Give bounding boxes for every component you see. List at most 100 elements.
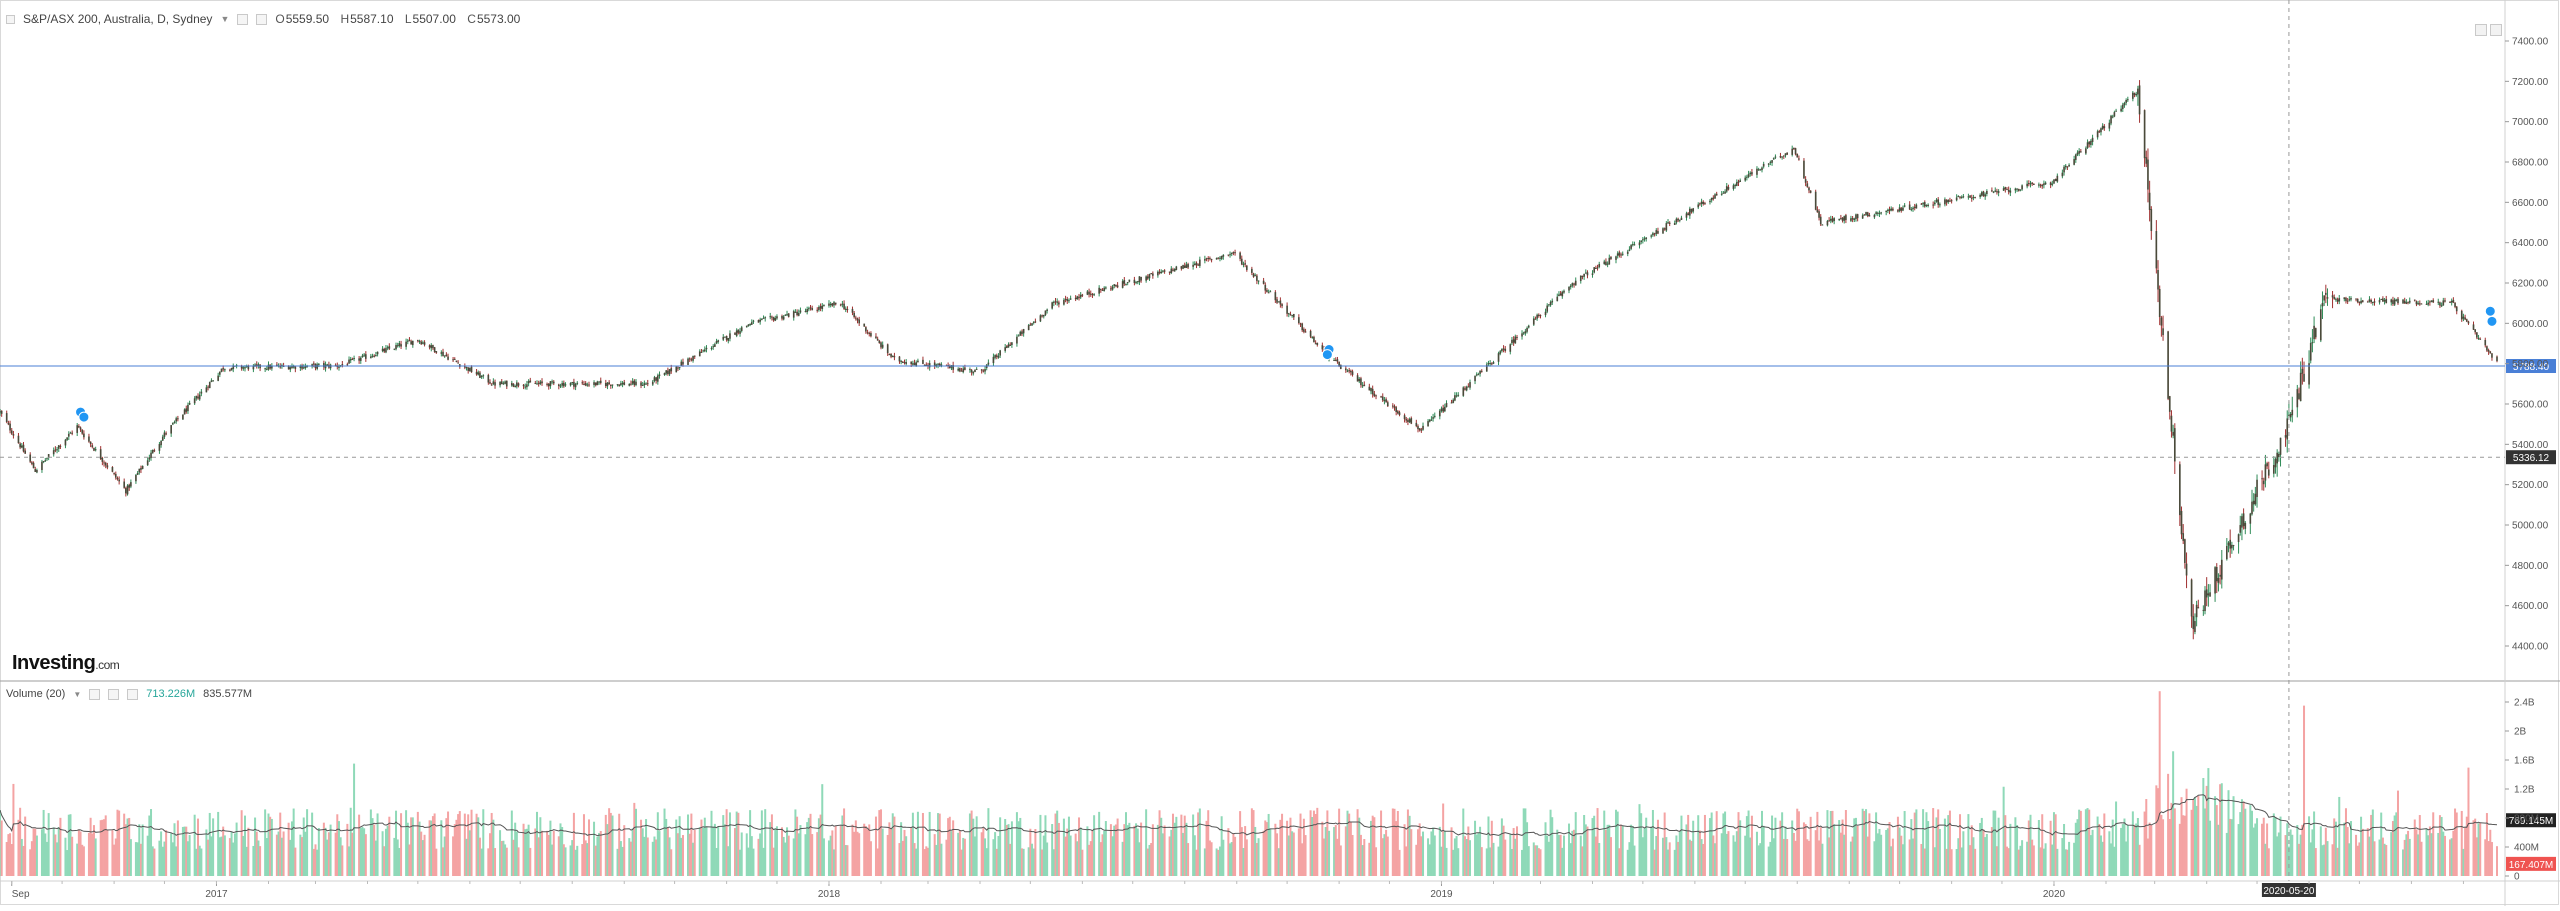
candle-body [2343,297,2346,300]
candle-body [2395,299,2398,301]
volume-bar [1979,822,1982,876]
symbol-title[interactable]: S&P/ASX 200, Australia, D, Sydney [23,12,213,26]
eye-icon[interactable] [237,13,249,25]
volume-bar [739,849,742,876]
candle-body [69,432,72,434]
candle-body [1113,284,1116,287]
volume-bar [2021,840,2024,876]
candle-body [1051,302,1053,309]
volume-bar [1673,849,1676,876]
volume-bar [1361,845,1364,876]
candle-body [104,462,107,466]
candle-body [1351,371,1354,375]
candle-body [2179,464,2181,516]
candle-body [630,383,632,385]
volume-bar [220,836,223,876]
volume-bar [212,818,215,876]
volume-bar [1029,828,1032,876]
candle-body [59,445,62,447]
candle-body [1551,300,1554,303]
candle-body [2054,178,2057,182]
candle-body [1133,279,1136,283]
candle-body [2027,183,2030,185]
candle-body [715,341,718,344]
eye-icon[interactable] [89,688,101,700]
candle-body [1915,204,1918,209]
close-icon[interactable] [127,688,139,700]
candle-body [1281,304,1283,307]
candle-body [1479,370,1481,374]
volume-bar [124,824,127,876]
candle-body [690,359,693,361]
settings-icon[interactable] [256,13,268,25]
volume-bar [477,817,480,876]
volume-bar [1745,816,1748,876]
candle-body [1004,347,1007,351]
candle-body [1046,309,1048,311]
candle-body [1937,199,1940,205]
volume-bar [2172,751,2175,876]
candle-body [2370,300,2372,303]
volume-bar [786,827,789,876]
candle-body [512,383,515,387]
volume-bar [973,836,976,876]
candle-body [1935,199,1938,202]
candle-body [573,381,575,387]
candle-body [1722,192,1725,194]
volume-bar [1007,824,1010,876]
candle-body [2319,309,2322,341]
volume-ma-value: 835.577M [203,688,253,700]
volume-bar [2343,822,2346,876]
candle-body [947,364,949,366]
volume-bar [1069,835,1072,876]
volume-bar [975,816,978,876]
volume-bar [1937,809,1940,876]
candle-body [752,320,755,322]
volume-bar [478,837,481,876]
chevron-down-icon[interactable]: ▼ [220,14,230,24]
candle-body [1358,378,1361,382]
settings-icon[interactable] [108,688,120,700]
candle-body [2017,189,2020,191]
volume-bar [680,837,683,876]
candle-body [1833,218,1835,221]
volume-bar [139,843,142,876]
maximize-pane-icon[interactable] [2475,24,2487,36]
candle-body [745,325,748,328]
candle-body [2214,567,2216,594]
candle-body [2256,479,2258,498]
volume-bar [2192,799,2195,876]
candle-body [618,384,621,387]
candle-body [1798,158,1800,160]
candle-body [1692,208,1695,212]
volume-bar [1594,836,1597,876]
volume-bar [1057,822,1060,876]
volume-bar [1385,829,1388,876]
candle-body [1700,201,1703,204]
candle-body [1210,259,1213,261]
volume-bar [141,824,144,876]
candle-body [1643,238,1646,240]
candle-body [1074,297,1077,300]
candle-body [2385,299,2388,304]
candle-body [2033,183,2035,185]
candle-body [2073,159,2075,165]
candle-body [1949,200,1951,202]
volume-bar [1135,823,1138,876]
candle-body [1532,318,1535,325]
candle-body [1826,220,1829,226]
candle-body [411,340,414,346]
candle-body [1902,207,1904,211]
volume-bar [968,813,971,876]
collapse-icon[interactable] [6,14,15,24]
volume-bar [1475,834,1478,876]
volume-bar [1422,831,1425,876]
pane-settings-icon[interactable] [2490,24,2502,36]
volume-title[interactable]: Volume (20) [6,688,66,700]
volume-bar [772,847,775,876]
chevron-down-icon[interactable]: ▼ [73,689,82,699]
volume-bar [690,813,693,876]
volume-bar [265,838,268,876]
